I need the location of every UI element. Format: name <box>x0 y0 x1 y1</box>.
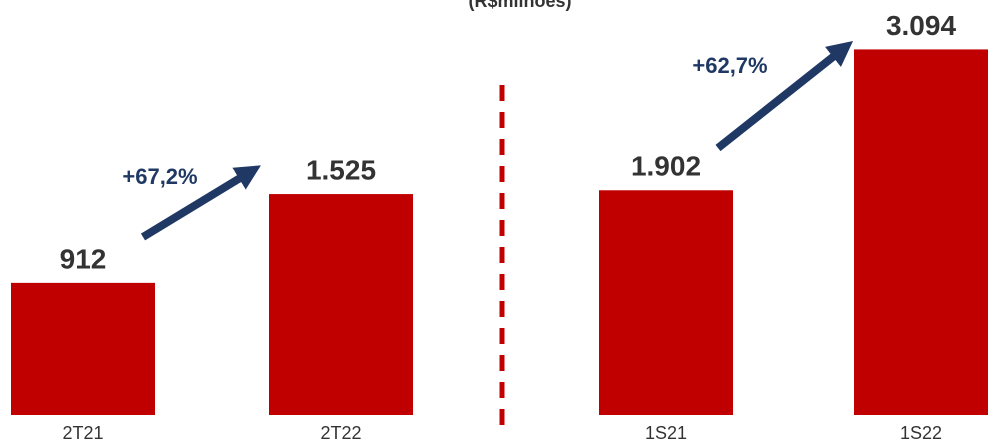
x-tick-label: 1S21 <box>645 423 687 443</box>
x-tick-label: 2T22 <box>320 423 361 443</box>
chart-title: (R$milhões) <box>468 0 571 11</box>
bar <box>269 194 413 415</box>
value-label: 912 <box>60 243 107 274</box>
growth-arrow <box>715 41 854 152</box>
value-label: 1.525 <box>306 154 376 185</box>
annotation: +67,2% <box>122 164 197 189</box>
bar <box>11 282 155 415</box>
bar <box>599 190 733 415</box>
x-tick-label: 2T21 <box>62 423 103 443</box>
value-label: 3.094 <box>886 10 956 41</box>
bar <box>854 49 988 415</box>
annotation: +62,7% <box>692 53 767 78</box>
value-label: 1.902 <box>631 151 701 182</box>
growth-arrow <box>140 165 261 241</box>
x-tick-label: 1S22 <box>900 423 942 443</box>
